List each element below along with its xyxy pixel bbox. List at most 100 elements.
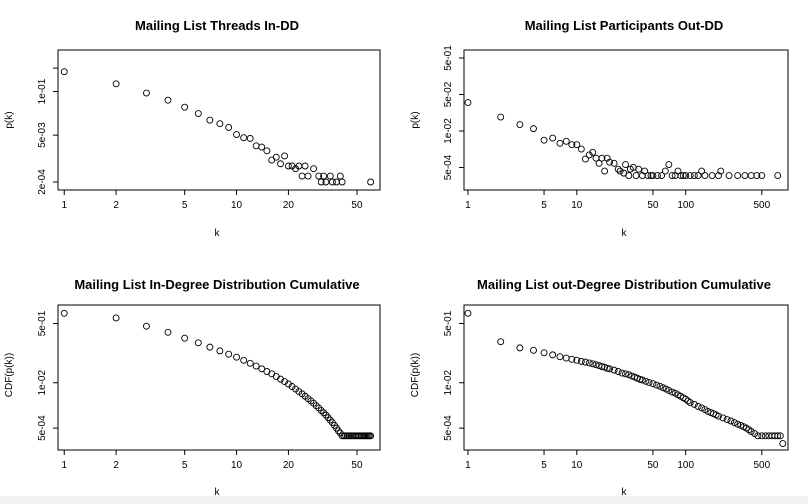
data-point	[694, 172, 702, 180]
data-point	[530, 346, 537, 354]
x-axis-ticks: 1 2 5 10 20 50	[61, 450, 363, 471]
data-point	[682, 395, 690, 403]
data-point	[194, 339, 202, 347]
plot-frame	[57, 304, 381, 451]
plot-frame	[57, 49, 381, 191]
y-tick-label: 5e-02	[443, 81, 454, 107]
data-point	[747, 172, 755, 180]
panel-title: Mailing List out-Degree Distribution Cum…	[477, 277, 771, 292]
data-point	[568, 355, 576, 363]
data-point	[581, 358, 589, 366]
data-point	[315, 172, 323, 180]
x-axis-ticks: 1 5 10 50 100 500	[465, 450, 771, 471]
data-point	[252, 142, 260, 150]
x-tick-label: 20	[283, 460, 295, 471]
y-tick-label: 1e-02	[443, 118, 454, 144]
data-point	[320, 172, 328, 180]
data-point	[606, 365, 614, 373]
x-tick-label: 2	[113, 200, 119, 211]
x-axis-label: k	[622, 228, 628, 239]
data-point	[240, 356, 248, 364]
data-point	[622, 161, 629, 169]
data-point	[464, 309, 472, 317]
plot-frame	[463, 304, 789, 451]
panel-participants-out-dd: Mailing List Participants Out-DD p(k) k …	[410, 18, 789, 239]
x-tick-label: 1	[61, 200, 67, 211]
x-tick-label: 100	[677, 460, 694, 471]
y-axis-ticks: 5e-04 1e-02 5e-01	[443, 310, 464, 441]
data-point	[336, 172, 344, 180]
data-point	[668, 388, 676, 396]
data-point	[754, 432, 762, 440]
data-point	[240, 134, 248, 142]
data-point	[301, 162, 309, 170]
y-axis-label: p(k)	[4, 111, 15, 128]
data-point	[747, 428, 755, 435]
data-point	[701, 172, 709, 180]
data-point	[516, 344, 524, 352]
y-axis-ticks: 5e-04 1e-02 5e-02 5e-01	[443, 45, 464, 180]
x-tick-label: 20	[283, 200, 295, 211]
data-point	[181, 334, 189, 342]
x-axis-label: k	[622, 487, 628, 498]
data-point	[277, 160, 284, 168]
data-point	[656, 382, 664, 390]
data-point	[601, 167, 609, 175]
data-point	[143, 322, 150, 330]
x-tick-label: 10	[571, 460, 583, 471]
data-point	[581, 155, 589, 163]
data-point	[649, 380, 657, 388]
y-axis-ticks: 2e-04 5e-03 1e-01	[37, 67, 58, 195]
y-tick-label: 5e-04	[37, 415, 48, 441]
data-point	[595, 159, 603, 167]
data-point	[679, 172, 687, 180]
y-tick-label: 5e-04	[443, 415, 454, 441]
data-point	[734, 420, 742, 428]
x-tick-label: 100	[677, 200, 694, 211]
panel-out-degree-cumulative: Mailing List out-Degree Distribution Cum…	[410, 277, 789, 498]
data-point	[272, 153, 280, 161]
data-point	[677, 172, 685, 180]
data-point	[577, 145, 585, 153]
data-point	[674, 167, 682, 175]
data-point	[268, 370, 276, 378]
data-point	[540, 136, 548, 144]
x-tick-label: 5	[182, 460, 188, 471]
data-point	[694, 402, 702, 410]
data-point	[317, 178, 325, 186]
data-point	[653, 381, 661, 389]
data-point	[723, 416, 731, 424]
data-point	[326, 172, 334, 180]
data-point	[635, 165, 643, 173]
data-point	[771, 432, 779, 440]
data-points	[464, 309, 787, 448]
data-point	[585, 359, 593, 367]
data-point	[690, 172, 698, 180]
data-point	[730, 419, 738, 427]
y-tick-label: 5e-01	[37, 310, 48, 336]
y-tick-label: 5e-04	[443, 154, 454, 180]
y-tick-label: 5e-03	[37, 122, 48, 148]
data-point	[661, 167, 669, 175]
data-point	[562, 137, 570, 145]
data-point	[216, 120, 224, 128]
panel-in-degree-cumulative: Mailing List In-Degree Distribution Cumu…	[4, 277, 381, 498]
x-tick-label: 5	[182, 200, 188, 211]
data-points	[60, 68, 375, 186]
y-tick-label: 1e-01	[37, 78, 48, 104]
x-axis-label: k	[215, 228, 221, 239]
data-point	[665, 387, 673, 394]
x-tick-label: 50	[351, 460, 363, 471]
data-point	[573, 141, 581, 149]
data-point	[774, 172, 782, 180]
data-point	[779, 440, 787, 448]
y-tick-label: 2e-04	[37, 169, 48, 195]
data-point	[610, 366, 618, 374]
data-point	[606, 158, 614, 166]
data-point	[686, 399, 694, 407]
data-point	[194, 110, 202, 118]
data-point	[206, 343, 214, 351]
data-point	[610, 159, 618, 167]
data-point	[324, 414, 332, 422]
